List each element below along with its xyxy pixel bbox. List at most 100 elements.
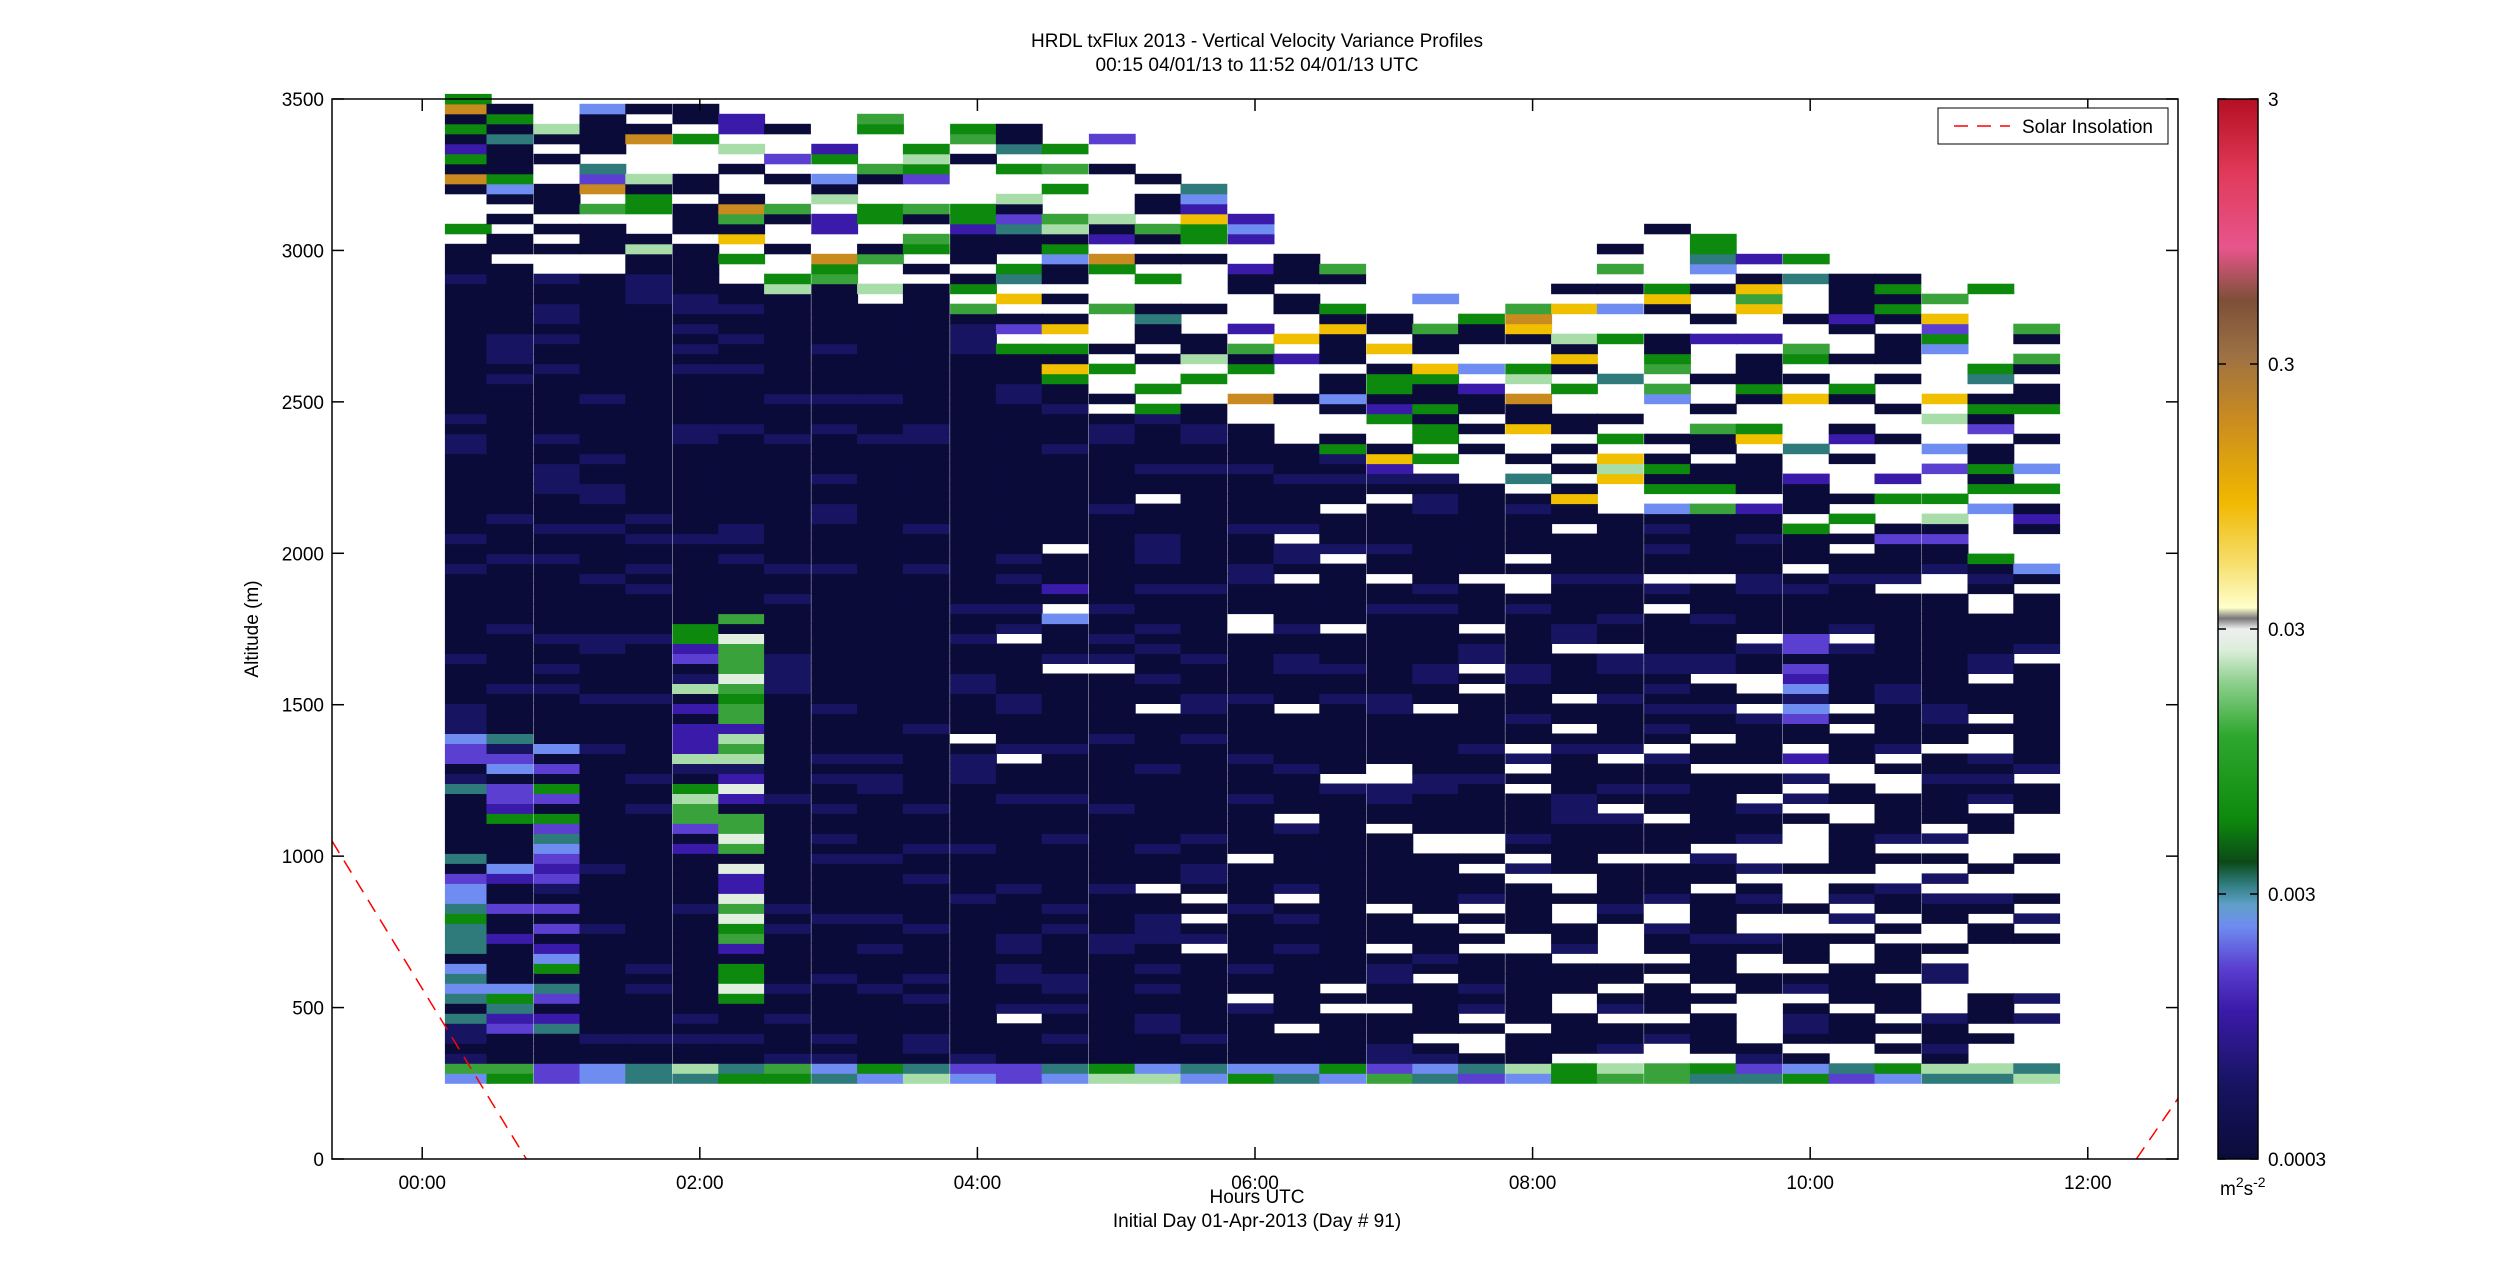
heatmap-cell [2013,333,2061,345]
heatmap-cell [1967,1003,2015,1014]
heatmap-cell [1689,483,1737,495]
heatmap-cell [950,973,997,984]
heatmap-cell [1874,1003,1922,1014]
heatmap-cell [902,353,950,365]
heatmap-cell [2013,603,2061,615]
heatmap-cell [811,913,859,924]
heatmap-cell [579,323,627,335]
heatmap-cell [995,773,1043,784]
heatmap-cell [902,503,950,515]
heatmap-cell [1366,503,1414,515]
heatmap-cell [811,473,859,485]
heatmap-cell [995,473,1043,485]
heatmap-cell [1041,633,1089,644]
heatmap-cell [1967,693,2015,704]
heatmap-cell [1644,723,1691,734]
heatmap-cell [1874,833,1922,844]
heatmap-cell [1689,333,1737,345]
heatmap-cell [1505,703,1553,714]
heatmap-cell [1735,363,1783,375]
heatmap-cell [672,523,720,535]
heatmap-cell [625,623,673,634]
heatmap-cell [1596,993,1644,1004]
heatmap-cell [1319,803,1367,814]
heatmap-cell [857,633,904,644]
heatmap-cell [902,833,950,844]
heatmap-cell [579,593,627,605]
heatmap-cell [1180,493,1228,505]
heatmap-cell [902,393,950,405]
heatmap-cell [2013,523,2061,535]
heatmap-cell [2013,753,2061,764]
heatmap-cell [764,933,811,944]
heatmap-cell [1180,213,1228,225]
heatmap-cell [902,473,950,485]
heatmap-cell [1782,813,1830,824]
heatmap-cell [444,103,492,115]
heatmap-cell [1596,613,1644,625]
heatmap-cell [672,643,720,654]
heatmap-cell [672,433,720,445]
heatmap-cell [579,803,627,814]
heatmap-cell [1735,653,1783,664]
heatmap-cell [533,433,581,445]
heatmap-cell [1967,503,2015,515]
heatmap-cell [1273,1003,1321,1014]
heatmap-cell [764,1063,811,1074]
heatmap-cell [1921,1073,1969,1084]
heatmap-cell [2013,623,2061,634]
heatmap-cell [1505,983,1553,994]
heatmap-cell [950,483,997,495]
heatmap-cell [486,973,534,984]
heatmap-cell [902,643,950,654]
heatmap-cell [1088,743,1136,754]
heatmap-cell [533,183,581,195]
heatmap-cell [533,193,581,205]
heatmap-cell [1921,763,1969,774]
heatmap-cell [857,823,904,834]
heatmap-cell [718,313,766,325]
heatmap-cell [444,913,492,924]
heatmap-cell [1735,573,1783,585]
heatmap-cell [1505,993,1553,1004]
heatmap-cell [1134,653,1182,664]
heatmap-cell [1134,463,1182,475]
heatmap-cell [902,943,950,954]
heatmap-cell [1689,1063,1737,1074]
heatmap-cell [1180,1023,1228,1034]
heatmap-cell [764,393,811,405]
heatmap-cell [1041,273,1089,285]
heatmap-cell [1735,863,1783,874]
heatmap-cell [533,283,581,295]
heatmap-cell [533,993,581,1004]
heatmap-cell [1967,1063,2015,1074]
heatmap-cell [1273,723,1321,734]
heatmap-cell [902,623,950,634]
heatmap-cell [1874,303,1922,315]
heatmap-cell [995,503,1043,515]
heatmap-cell [950,353,997,365]
heatmap-cell [1180,813,1228,824]
heatmap-cell [1596,973,1644,984]
heatmap-cell [1828,993,1876,1004]
heatmap-cell [1828,713,1876,724]
heatmap-cell [764,1073,811,1084]
heatmap-cell [995,643,1043,654]
heatmap-cell [1551,1043,1598,1054]
heatmap-cell [625,363,673,375]
heatmap-cell [1828,783,1876,794]
heatmap-cell [486,583,534,595]
heatmap-cell [579,893,627,904]
heatmap-cell [533,553,581,565]
heatmap-cell [444,863,492,874]
heatmap-cell [2013,593,2061,605]
heatmap-cell [625,533,673,545]
heatmap-cell [1505,1013,1553,1024]
heatmap-cell [950,613,997,625]
heatmap-cell [672,293,720,305]
heatmap-cell [1921,613,1969,625]
heatmap-cell [579,343,627,355]
heatmap-cell [1041,1033,1089,1044]
heatmap-cell [1319,513,1367,525]
heatmap-cell [1088,493,1136,505]
